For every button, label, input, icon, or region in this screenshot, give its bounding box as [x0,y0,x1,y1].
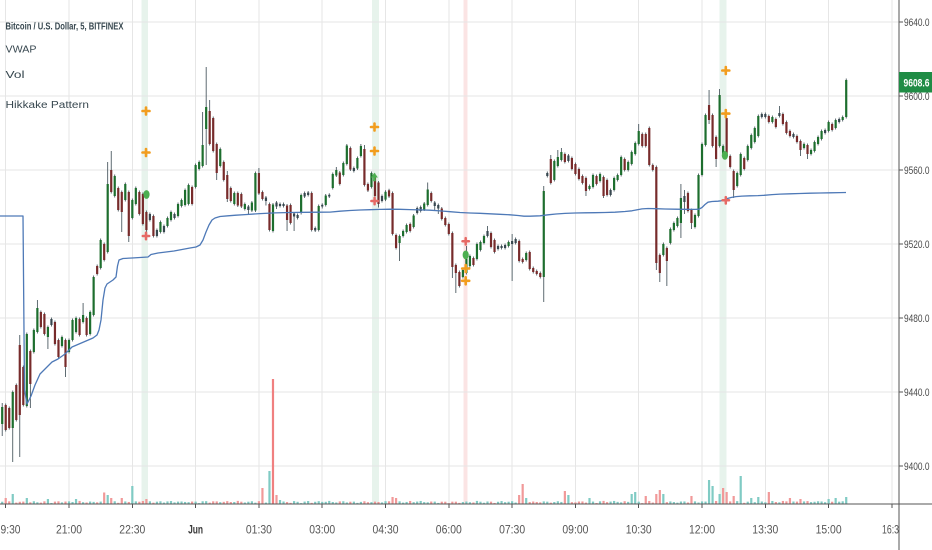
svg-text:07:30: 07:30 [499,523,525,537]
svg-text:03:00: 03:00 [309,523,335,537]
svg-text:9480.0: 9480.0 [904,313,930,325]
svg-text:9560.0: 9560.0 [904,165,930,177]
svg-text:9608.6: 9608.6 [904,78,930,90]
svg-text:Hikkake Pattern: Hikkake Pattern [6,100,90,111]
svg-text:9400.0: 9400.0 [904,461,930,473]
svg-text:10:30: 10:30 [626,523,652,537]
svg-text:VWAP: VWAP [6,45,37,56]
svg-text:Bitcoin / U.S. Dollar, 5, BITF: Bitcoin / U.S. Dollar, 5, BITFINEX [6,22,124,33]
svg-text:22:30: 22:30 [119,523,145,537]
svg-text:Jun: Jun [188,523,203,537]
svg-text:09:00: 09:00 [562,523,588,537]
svg-text:9600.0: 9600.0 [904,91,930,103]
svg-text:12:00: 12:00 [689,523,715,537]
svg-text:9520.0: 9520.0 [904,239,930,251]
svg-text:01:30: 01:30 [246,523,272,537]
svg-text:04:30: 04:30 [373,523,399,537]
svg-text:9:30: 9:30 [1,523,21,537]
svg-text:Vol: Vol [6,70,25,81]
svg-text:9640.0: 9640.0 [904,17,930,29]
svg-text:13:30: 13:30 [752,523,778,537]
svg-text:16:3: 16:3 [882,523,899,537]
svg-text:06:00: 06:00 [436,523,462,537]
svg-text:15:00: 15:00 [816,523,842,537]
svg-text:21:00: 21:00 [56,523,82,537]
svg-text:9440.0: 9440.0 [904,387,930,399]
